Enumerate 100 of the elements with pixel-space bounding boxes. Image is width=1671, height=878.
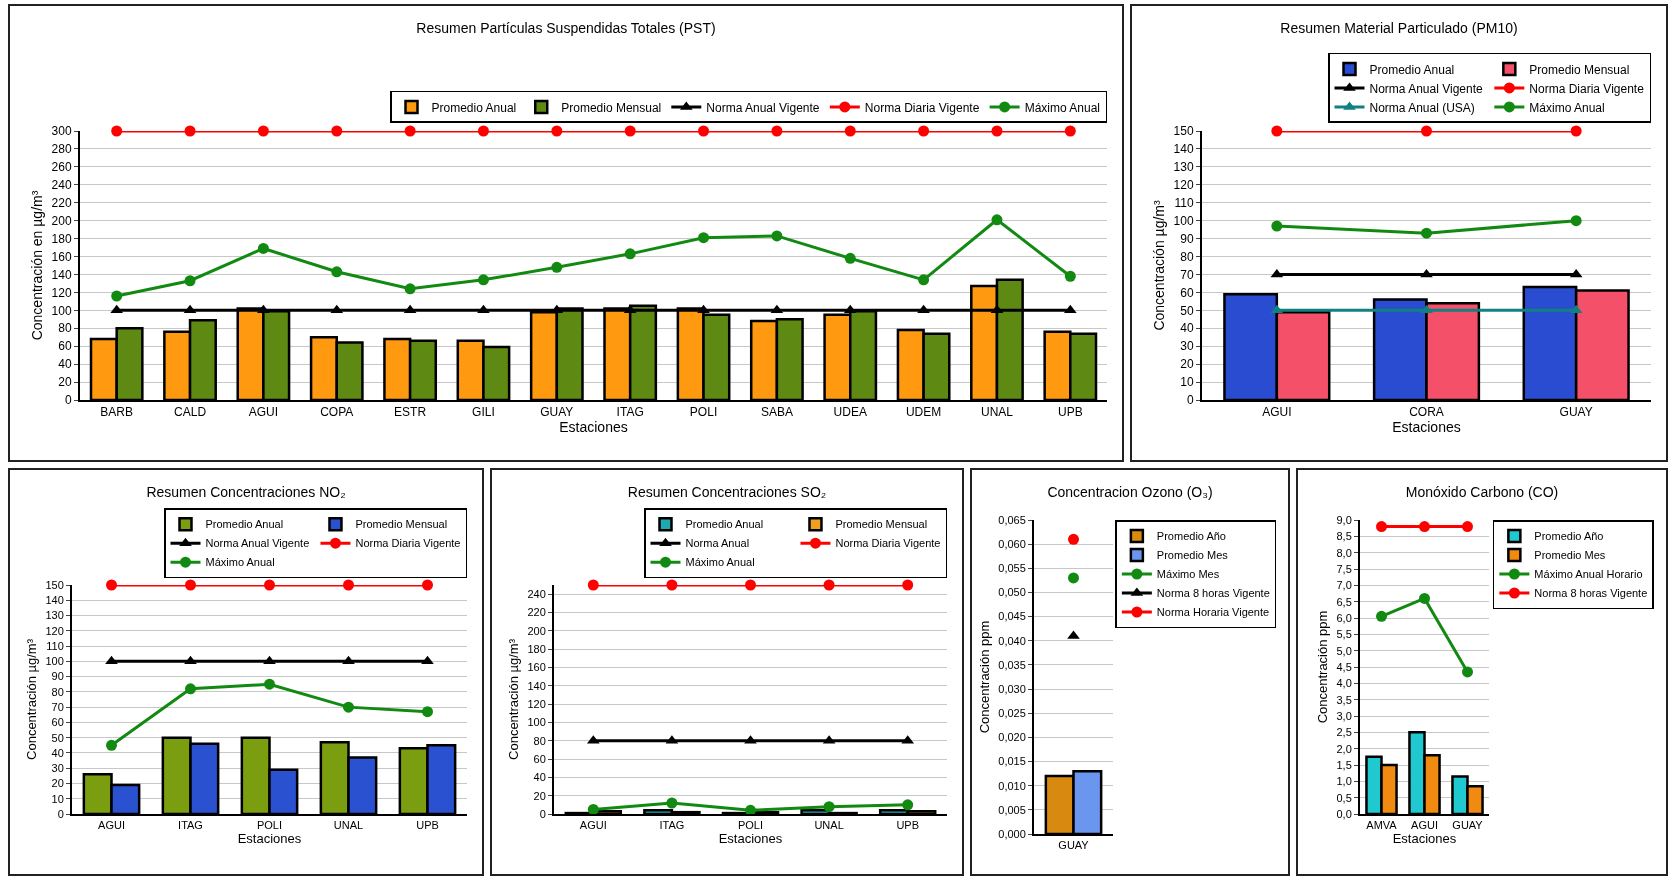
point: [918, 125, 930, 137]
x-axis-title: Estaciones: [559, 419, 628, 436]
x-tick-label: GUAY: [540, 405, 574, 420]
point: [1570, 125, 1582, 137]
point: [257, 242, 269, 254]
y-tick-label: 140: [1173, 142, 1194, 157]
y-tick-label: 20: [533, 789, 546, 802]
point: [624, 125, 636, 137]
y-tick-label: 8,0: [1336, 546, 1352, 559]
y-tick-label: 50: [1180, 303, 1194, 318]
legend-label: Norma Anual Vigente: [706, 100, 820, 115]
legend-label: Máximo Mes: [1156, 568, 1220, 581]
y-tick-label: 100: [527, 716, 546, 729]
point: [991, 125, 1003, 137]
y-tick-label: 40: [1180, 321, 1194, 336]
y-axis-title: Concentración µg/m³: [23, 638, 39, 760]
x-tick-label: BARB: [100, 405, 134, 420]
chart-title: Resumen Concentraciones SO₂: [627, 483, 827, 500]
point: [422, 579, 433, 591]
point: [1462, 521, 1473, 533]
y-axis-title: Concentración µg/m³: [505, 638, 521, 760]
point: [1462, 666, 1473, 678]
y-tick-label: 0: [57, 807, 64, 820]
chart-title: Monóxido Carbono (CO): [1405, 483, 1559, 500]
point: [623, 304, 637, 314]
legend-label: Promedio Mensual: [355, 518, 448, 531]
y-tick-label: 60: [58, 339, 72, 354]
y-tick-label: 2,0: [1336, 742, 1352, 755]
point: [1271, 220, 1283, 232]
y-tick-label: 50: [51, 731, 64, 744]
legend-label: Promedio Anual: [205, 518, 284, 531]
x-tick-label: UDEM: [905, 405, 942, 420]
point: [697, 304, 710, 314]
x-tick-label: GUAY: [1452, 819, 1484, 832]
legend-label: Promedio Mensual: [835, 518, 928, 531]
y-tick-label: 30: [51, 762, 64, 775]
y-tick-label: 20: [58, 375, 72, 390]
legend-label: Norma 8 horas Vigente: [1156, 587, 1270, 600]
point: [264, 678, 275, 690]
x-tick-label: UNAL: [980, 405, 1014, 420]
chart-title: Resumen Concentraciones NO₂: [146, 483, 346, 500]
point: [343, 701, 354, 713]
point: [902, 799, 914, 811]
y-tick-label: 140: [527, 679, 546, 692]
y-tick-label: 80: [533, 734, 546, 747]
x-tick-label: ITAG: [616, 405, 644, 420]
point: [918, 274, 930, 286]
legend-label: Máximo Anual: [205, 556, 275, 569]
point: [844, 252, 856, 264]
point: [823, 579, 835, 591]
point: [111, 125, 123, 137]
y-tick-label: 6,0: [1336, 611, 1352, 624]
x-tick-label: ESTR: [394, 405, 427, 420]
y-tick-label: 110: [46, 639, 64, 652]
x-axis-title: Estaciones: [1392, 419, 1461, 436]
point: [330, 304, 344, 314]
legend-label: Máximo Anual: [1529, 100, 1605, 115]
point: [1419, 592, 1430, 604]
chart-title: Resumen Partículas Suspendidas Totales (PST): [416, 19, 716, 36]
point: [770, 304, 784, 314]
y-tick-label: 0,020: [998, 731, 1026, 744]
y-tick-label: 20: [51, 777, 64, 790]
y-tick-label: 3,0: [1336, 709, 1352, 722]
legend-label: Norma Anual Vigente: [1369, 81, 1484, 96]
x-tick-label: AGUI: [1262, 405, 1292, 420]
point: [477, 274, 489, 286]
x-axis-title: Estaciones: [718, 831, 783, 847]
point: [257, 304, 270, 314]
legend-label: Promedio Mensual: [1529, 62, 1630, 77]
y-tick-label: 5,5: [1336, 628, 1352, 641]
y-tick-label: 100: [1173, 213, 1194, 228]
point: [183, 304, 197, 314]
x-axis-title: Estaciones: [237, 831, 302, 847]
y-tick-label: 10: [51, 792, 64, 805]
point: [587, 803, 599, 815]
point: [106, 739, 117, 751]
x-tick-label: AGUI: [1411, 819, 1438, 832]
point: [1270, 268, 1284, 278]
y-tick-label: 0: [539, 807, 546, 820]
legend-label: Norma Diaria Vigente: [1529, 81, 1645, 96]
x-tick-label: GUAY: [1559, 405, 1593, 420]
x-tick-label: AGUI: [579, 819, 607, 832]
y-tick-label: 0,055: [998, 562, 1026, 575]
y-tick-label: 120: [527, 697, 546, 710]
y-tick-label: 1,0: [1336, 775, 1352, 788]
point: [745, 579, 756, 591]
y-tick-label: 0,040: [998, 634, 1026, 647]
y-tick-label: 260: [51, 160, 72, 175]
legend-label: Promedio Año: [1156, 530, 1226, 543]
legend-label: Promedio Anual: [685, 518, 764, 531]
point: [1376, 610, 1387, 622]
y-axis-title: Concentración µg/m³: [1150, 200, 1167, 331]
y-tick-label: 2,5: [1336, 726, 1352, 739]
point: [1420, 304, 1433, 314]
y-tick-label: 1,5: [1336, 758, 1352, 771]
point: [1064, 125, 1076, 137]
y-tick-label: 7,0: [1336, 579, 1352, 592]
y-tick-label: 120: [1173, 178, 1194, 192]
point: [666, 579, 678, 591]
y-tick-label: 60: [1180, 285, 1194, 300]
